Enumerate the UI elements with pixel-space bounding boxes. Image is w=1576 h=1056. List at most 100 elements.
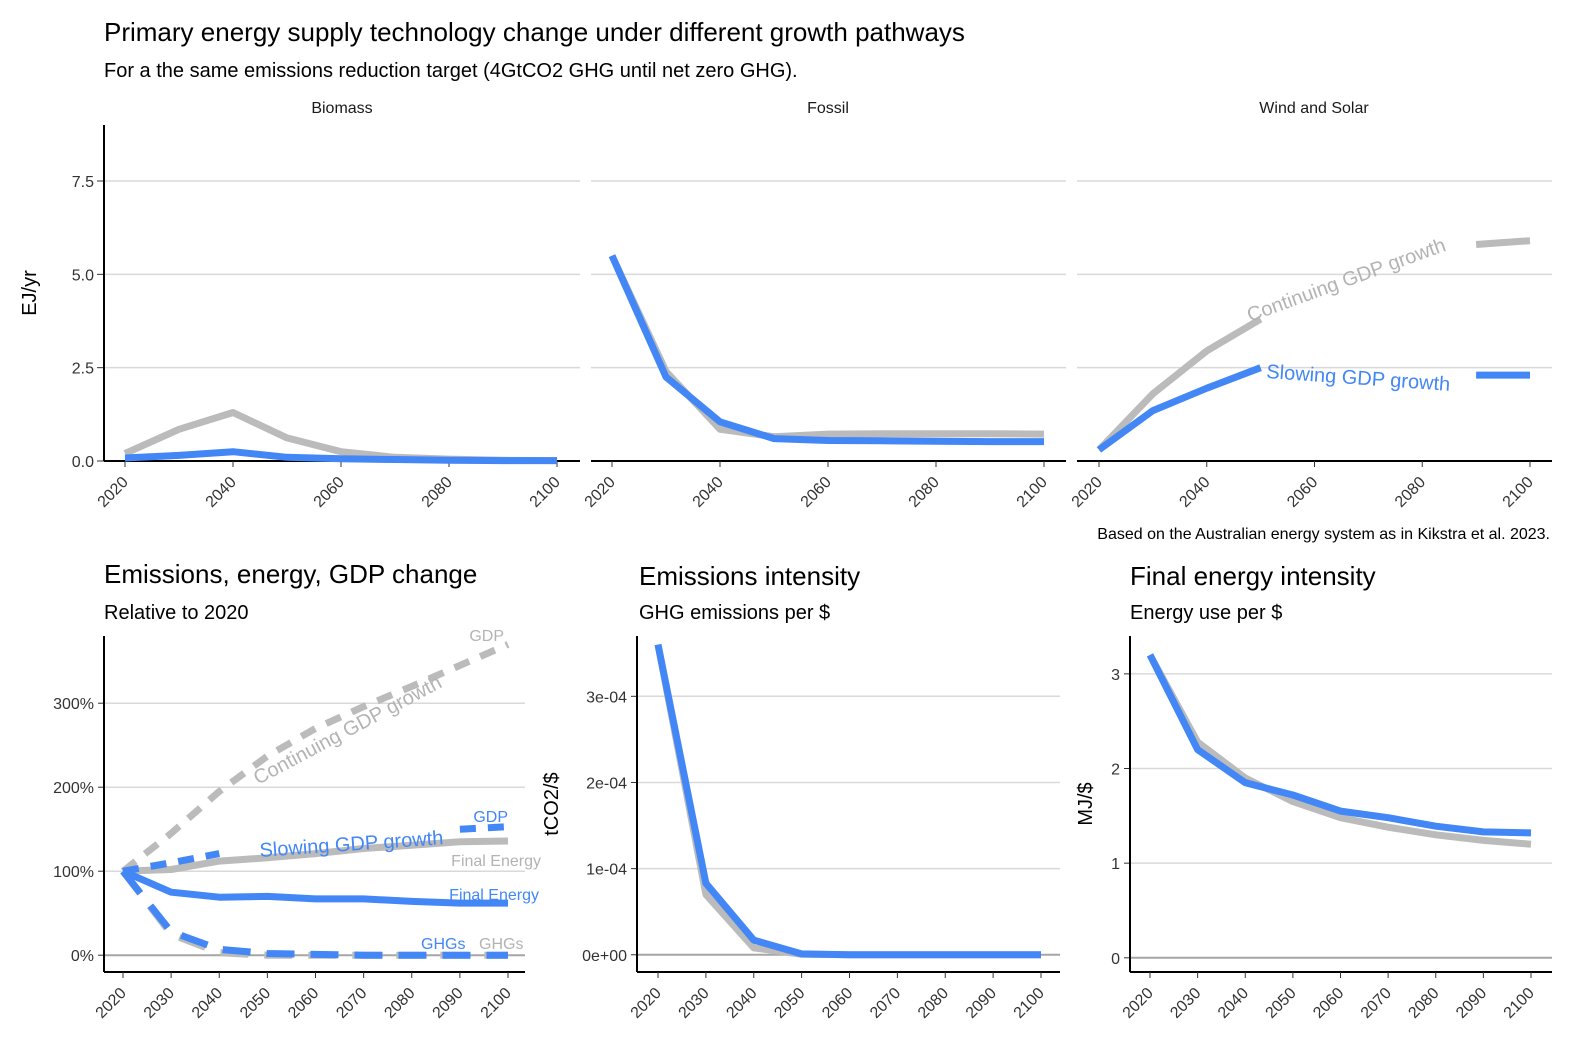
x-tick-label: 2050 bbox=[771, 985, 808, 1022]
series-line-slowing bbox=[608, 254, 1044, 446]
series-line-slowing-ghgs bbox=[120, 869, 508, 959]
x-tick-label: 2100 bbox=[1011, 985, 1048, 1022]
x-tick-label: 2100 bbox=[1501, 985, 1538, 1022]
x-tick-label: 2020 bbox=[628, 985, 665, 1022]
x-tick-label: 2080 bbox=[915, 985, 952, 1022]
figure-caption: Based on the Australian energy system as… bbox=[1097, 526, 1550, 543]
x-tick-label: 2020 bbox=[93, 985, 130, 1022]
panel-title: Emissions intensity bbox=[639, 561, 860, 591]
annotation-slowing: Slowing GDP growth bbox=[259, 827, 444, 862]
label-ghgs-slowing: GHGs bbox=[421, 936, 465, 953]
y-tick-label: 5.0 bbox=[72, 267, 94, 284]
label-gdp-continuing: GDP bbox=[469, 628, 504, 645]
emissions-energy-gdp-panel: Emissions, energy, GDP change Relative t… bbox=[53, 559, 541, 1022]
y-tick-label: 3 bbox=[1111, 667, 1120, 684]
x-tick-label: 2060 bbox=[819, 985, 856, 1022]
annotation-slowing: Slowing GDP growth bbox=[1266, 361, 1451, 396]
y-axis-label: EJ/yr bbox=[19, 270, 41, 316]
x-tick-label: 2080 bbox=[1392, 474, 1429, 511]
x-tick-label: 2040 bbox=[203, 474, 240, 511]
facet-strip-label: Fossil bbox=[807, 100, 849, 117]
x-tick-label: 2040 bbox=[690, 474, 727, 511]
panel-subtitle: GHG emissions per $ bbox=[639, 602, 830, 624]
primary-energy-panel: EJ/yr 0.0 2.5 5.0 7.5 Biomass 2020 2040 2060 2080… bbox=[19, 100, 1552, 511]
x-tick-label: 2040 bbox=[1176, 474, 1213, 511]
panel-title: Emissions, energy, GDP change bbox=[104, 559, 477, 589]
x-tick-label: 2030 bbox=[1167, 985, 1204, 1022]
series-line-continuing bbox=[1146, 653, 1532, 848]
annotation-continuing: Continuing GDP growth bbox=[250, 672, 446, 790]
panel-subtitle: Relative to 2020 bbox=[104, 602, 249, 624]
panel-subtitle: Energy use per $ bbox=[1130, 602, 1282, 624]
series-line-continuing-final-energy bbox=[122, 837, 509, 875]
y-tick-label: 2e-04 bbox=[586, 775, 627, 792]
x-tick-label: 2060 bbox=[798, 474, 835, 511]
series-line-continuing bbox=[1096, 316, 1263, 453]
series-line-slowing-final-energy bbox=[121, 867, 508, 907]
series-line-slowing-gdp bbox=[459, 823, 509, 833]
x-tick-label: 2080 bbox=[381, 985, 418, 1022]
x-tick-label: 2050 bbox=[1263, 985, 1300, 1022]
figure-title: Primary energy supply technology change … bbox=[104, 17, 965, 47]
x-tick-label: 2080 bbox=[1405, 985, 1442, 1022]
x-tick-label: 2020 bbox=[1120, 985, 1157, 1022]
annotation-continuing: Continuing GDP growth bbox=[1244, 234, 1449, 326]
x-tick-label: 2100 bbox=[1500, 474, 1537, 511]
y-tick-label: 0 bbox=[1111, 951, 1120, 968]
y-tick-label: 2 bbox=[1111, 762, 1120, 779]
x-tick-label: 2070 bbox=[333, 985, 370, 1022]
x-tick-label: 2020 bbox=[582, 474, 619, 511]
label-ghgs-continuing: GHGs bbox=[479, 936, 523, 953]
x-tick-label: 2060 bbox=[285, 985, 322, 1022]
x-tick-label: 2070 bbox=[1358, 985, 1395, 1022]
label-gdp-slowing: GDP bbox=[473, 809, 508, 826]
x-tick-label: 2030 bbox=[676, 985, 713, 1022]
series-line-slowing bbox=[124, 448, 557, 465]
facet-strip-label: Biomass bbox=[311, 100, 372, 117]
x-tick-label: 2030 bbox=[141, 985, 178, 1022]
series-line-continuing bbox=[1475, 237, 1531, 248]
series-line-continuing bbox=[654, 643, 1041, 959]
x-tick-label: 2090 bbox=[963, 985, 1000, 1022]
x-tick-label: 2100 bbox=[1014, 474, 1051, 511]
y-tick-label: 1 bbox=[1111, 856, 1120, 873]
y-tick-label: 1e-04 bbox=[586, 862, 627, 879]
x-tick-label: 2080 bbox=[906, 474, 943, 511]
x-tick-label: 2050 bbox=[237, 985, 274, 1022]
x-tick-label: 2090 bbox=[430, 985, 467, 1022]
y-tick-label: 7.5 bbox=[72, 174, 94, 191]
series-line-slowing bbox=[1146, 653, 1532, 837]
series-line-continuing bbox=[608, 254, 1045, 441]
y-tick-label: 0% bbox=[71, 948, 94, 965]
x-tick-label: 2020 bbox=[95, 474, 132, 511]
y-axis-label: MJ/$ bbox=[1075, 782, 1097, 825]
x-tick-label: 2060 bbox=[1310, 985, 1347, 1022]
x-tick-label: 2100 bbox=[527, 474, 564, 511]
y-tick-label: 0e+00 bbox=[582, 948, 627, 965]
x-tick-label: 2060 bbox=[1284, 474, 1321, 511]
x-tick-label: 2020 bbox=[1069, 474, 1106, 511]
y-tick-label: 100% bbox=[53, 864, 94, 881]
x-tick-label: 2090 bbox=[1453, 985, 1490, 1022]
series-line-slowing bbox=[1096, 364, 1262, 453]
figure-subtitle: For a the same emissions reduction targe… bbox=[104, 60, 798, 82]
label-final-energy-continuing: Final Energy bbox=[451, 853, 541, 870]
x-tick-label: 2100 bbox=[478, 985, 515, 1022]
x-tick-label: 2040 bbox=[723, 985, 760, 1022]
series-line-slowing bbox=[654, 643, 1041, 959]
emissions-intensity-panel: Emissions intensity GHG emissions per $ … bbox=[541, 561, 1060, 1022]
y-tick-label: 2.5 bbox=[72, 361, 94, 378]
y-tick-label: 200% bbox=[53, 780, 94, 797]
x-tick-label: 2080 bbox=[419, 474, 456, 511]
y-tick-label: 0.0 bbox=[72, 454, 94, 471]
y-tick-label: 300% bbox=[53, 696, 94, 713]
x-tick-label: 2060 bbox=[311, 474, 348, 511]
y-axis-label: tCO2/$ bbox=[541, 772, 563, 835]
label-final-energy-slowing: Final Energy bbox=[449, 887, 539, 904]
x-tick-label: 2070 bbox=[867, 985, 904, 1022]
x-tick-label: 2040 bbox=[1215, 985, 1252, 1022]
y-tick-label: 3e-04 bbox=[586, 689, 627, 706]
final-energy-intensity-panel: Final energy intensity Energy use per $ … bbox=[1075, 561, 1552, 1022]
facet-strip-label: Wind and Solar bbox=[1259, 100, 1369, 117]
